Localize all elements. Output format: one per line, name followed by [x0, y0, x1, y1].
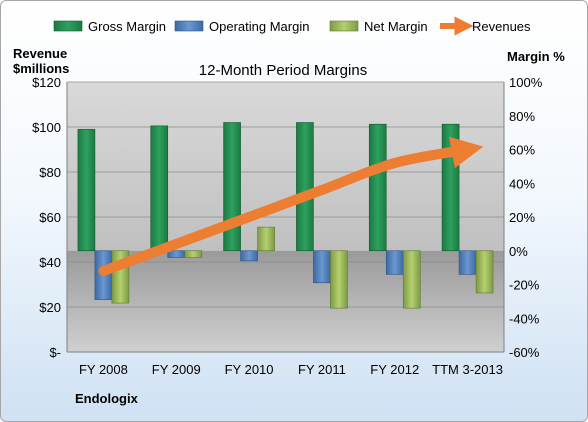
- revenue-line-group: [98, 136, 484, 276]
- legend-label-operating-margin: Operating Margin: [209, 19, 309, 34]
- left-tick-label: $40: [39, 255, 61, 270]
- tick-labels: $- $20 $40 $60 $80 $100 $120 -60% -40% -20% 0% 20% 4…: [32, 75, 543, 377]
- category-label: FY 2009: [152, 362, 201, 377]
- right-tick-label: 0%: [509, 244, 528, 259]
- left-tick-label: $80: [39, 165, 61, 180]
- category-label: FY 2012: [370, 362, 419, 377]
- right-tick-label: 80%: [509, 109, 535, 124]
- left-tick-label: $-: [49, 345, 61, 360]
- right-tick-label: 40%: [509, 176, 535, 191]
- bar-net-margin: [475, 250, 494, 294]
- bar-gross-margin: [223, 122, 241, 252]
- category-label: TTM 3-2013: [432, 362, 503, 377]
- revenues-line: [98, 136, 484, 276]
- plot-area-lower: [67, 250, 504, 352]
- left-tick-label: $60: [39, 210, 61, 225]
- right-tick-label: -60%: [509, 345, 540, 360]
- legend: Gross Margin Operating Margin Net Margin Re…: [53, 16, 531, 36]
- legend-swatch-net-margin: [329, 20, 359, 32]
- category-label: FY 2011: [298, 362, 346, 377]
- bar-gross-margin: [77, 128, 96, 252]
- legend-label-gross-margin: Gross Margin: [88, 19, 166, 34]
- left-axis-title-line1: Revenue: [13, 46, 67, 61]
- left-tick-label: $120: [32, 75, 61, 90]
- left-axis-title-line2: $millions: [13, 61, 69, 76]
- bar-operating-margin: [240, 250, 258, 262]
- bar-net-margin: [184, 250, 203, 258]
- category-label: FY 2010: [225, 362, 274, 377]
- bar-gross-margin: [441, 123, 460, 252]
- right-tick-label: 60%: [509, 143, 535, 158]
- left-tick-label: $100: [32, 120, 61, 135]
- bar-net-margin: [330, 250, 348, 309]
- legend-label-net-margin: Net Margin: [364, 19, 428, 34]
- bar-gross-margin: [150, 125, 169, 252]
- bar-gross-margin: [368, 123, 387, 252]
- left-tick-label: $20: [39, 300, 61, 315]
- right-tick-label: -20%: [509, 278, 540, 293]
- bar-net-margin: [257, 226, 275, 252]
- bar-gross-margin: [296, 122, 314, 252]
- legend-swatch-gross-margin: [53, 20, 83, 32]
- plot-area-upper: [67, 82, 504, 251]
- bar-operating-margin: [385, 250, 404, 275]
- right-tick-label: 20%: [509, 210, 535, 225]
- legend-label-revenues: Revenues: [472, 19, 531, 34]
- chart-title: 12-Month Period Margins: [199, 62, 367, 79]
- right-axis-title: Margin %: [507, 49, 565, 64]
- bar-net-margin: [402, 250, 421, 309]
- company-name: Endologix: [75, 391, 139, 406]
- right-tick-label: -40%: [509, 311, 540, 326]
- right-tick-label: 100%: [509, 75, 543, 90]
- bar-operating-margin: [167, 250, 186, 258]
- legend-swatch-operating-margin: [174, 20, 204, 32]
- category-label: FY 2008: [79, 362, 128, 377]
- bar-operating-margin: [458, 250, 477, 275]
- bar-operating-margin: [313, 250, 331, 284]
